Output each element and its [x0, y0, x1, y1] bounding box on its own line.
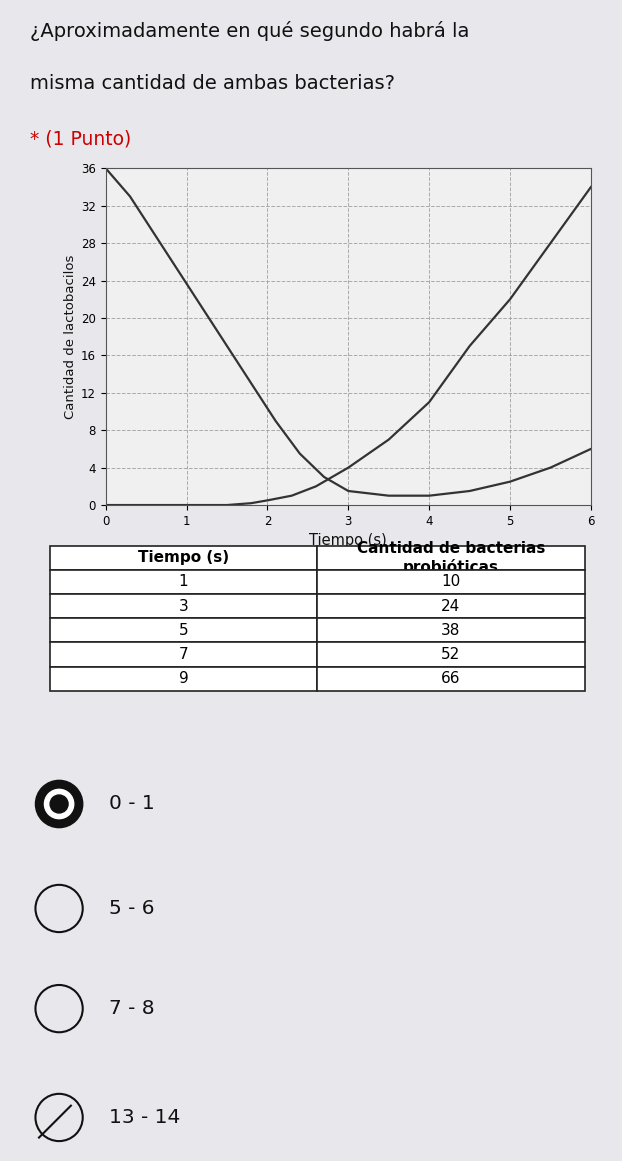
X-axis label: Tiempo (s): Tiempo (s): [310, 533, 387, 548]
Text: 0 - 1: 0 - 1: [109, 794, 155, 814]
Text: * (1 Punto): * (1 Punto): [30, 130, 132, 149]
Ellipse shape: [44, 789, 74, 819]
Y-axis label: Cantidad de lactobacilos: Cantidad de lactobacilos: [64, 254, 77, 419]
Text: 7 - 8: 7 - 8: [109, 1000, 154, 1018]
Text: 13 - 14: 13 - 14: [109, 1108, 180, 1127]
Ellipse shape: [50, 795, 68, 813]
Ellipse shape: [35, 780, 83, 828]
Text: ¿Aproximadamente en qué segundo habrá la: ¿Aproximadamente en qué segundo habrá la: [30, 21, 470, 41]
Text: 5 - 6: 5 - 6: [109, 899, 154, 918]
Text: misma cantidad de ambas bacterias?: misma cantidad de ambas bacterias?: [30, 74, 396, 93]
